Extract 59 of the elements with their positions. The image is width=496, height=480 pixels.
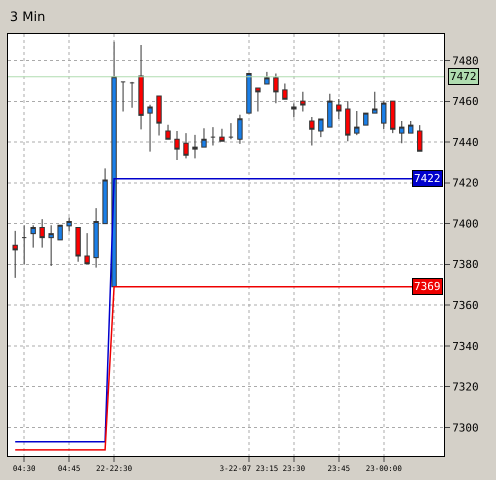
ref-line-label: 7472: [450, 70, 476, 83]
candlestick: [309, 116, 315, 146]
y-tick-label: 7380: [452, 258, 479, 272]
chart-title: 3 Min: [10, 10, 46, 26]
candlestick: [237, 114, 243, 144]
candlestick: [201, 128, 207, 148]
annotation: 7422: [414, 172, 440, 185]
candlestick: [84, 232, 90, 264]
candlestick: [246, 73, 252, 114]
candlestick: [147, 104, 153, 152]
candlestick: [120, 81, 126, 112]
candlestick: [300, 91, 306, 112]
candlestick: [417, 124, 422, 152]
y-tick-label: 7360: [452, 298, 479, 312]
annotation: 7369: [414, 280, 440, 293]
candlestick: [282, 83, 288, 100]
candlestick: [66, 216, 72, 232]
candlestick: [12, 230, 18, 278]
candlestick: [165, 124, 171, 140]
candlestick: [138, 44, 144, 130]
candlestick: [219, 128, 225, 142]
y-tick-label: 7320: [452, 380, 479, 394]
candlestick: [327, 93, 333, 128]
candlestick: [174, 130, 180, 160]
candlestick: [345, 100, 351, 142]
candlestick: [183, 132, 189, 159]
candlestick: [210, 126, 216, 146]
candlestick: [264, 71, 270, 84]
candlestick: [102, 168, 108, 224]
candlestick: [372, 91, 378, 114]
candlestick: [390, 100, 396, 134]
candlestick: [381, 100, 386, 130]
candlestick: [39, 218, 45, 248]
candlestick: [363, 112, 368, 126]
candlestick: [21, 224, 27, 265]
candlestick: [30, 224, 36, 248]
y-tick-label: 7400: [452, 217, 479, 230]
y-tick-label: 7340: [452, 340, 479, 353]
candlestick: [318, 118, 324, 138]
candlestick: [228, 122, 234, 140]
candlestick: [336, 98, 342, 120]
y-tick-label: 7440: [452, 136, 479, 149]
candlestick: [291, 102, 297, 118]
candlestick: [273, 73, 279, 104]
candlestick: [399, 120, 404, 144]
candlestick: [75, 226, 81, 262]
candlestick: [408, 120, 414, 134]
y-tick-label: 7480: [452, 54, 479, 68]
candlestick: [129, 81, 135, 108]
candlestick: [156, 95, 162, 136]
candlestick: [255, 88, 261, 112]
candlestick: [354, 110, 360, 136]
y-tick-label: 7300: [452, 421, 479, 434]
candlestick: [48, 224, 54, 266]
y-tick-label: 7460: [452, 95, 479, 108]
candlestick: [57, 224, 63, 240]
y-tick-label: 7420: [452, 176, 479, 190]
candlestick: [93, 208, 99, 268]
candlestick: [192, 134, 198, 159]
